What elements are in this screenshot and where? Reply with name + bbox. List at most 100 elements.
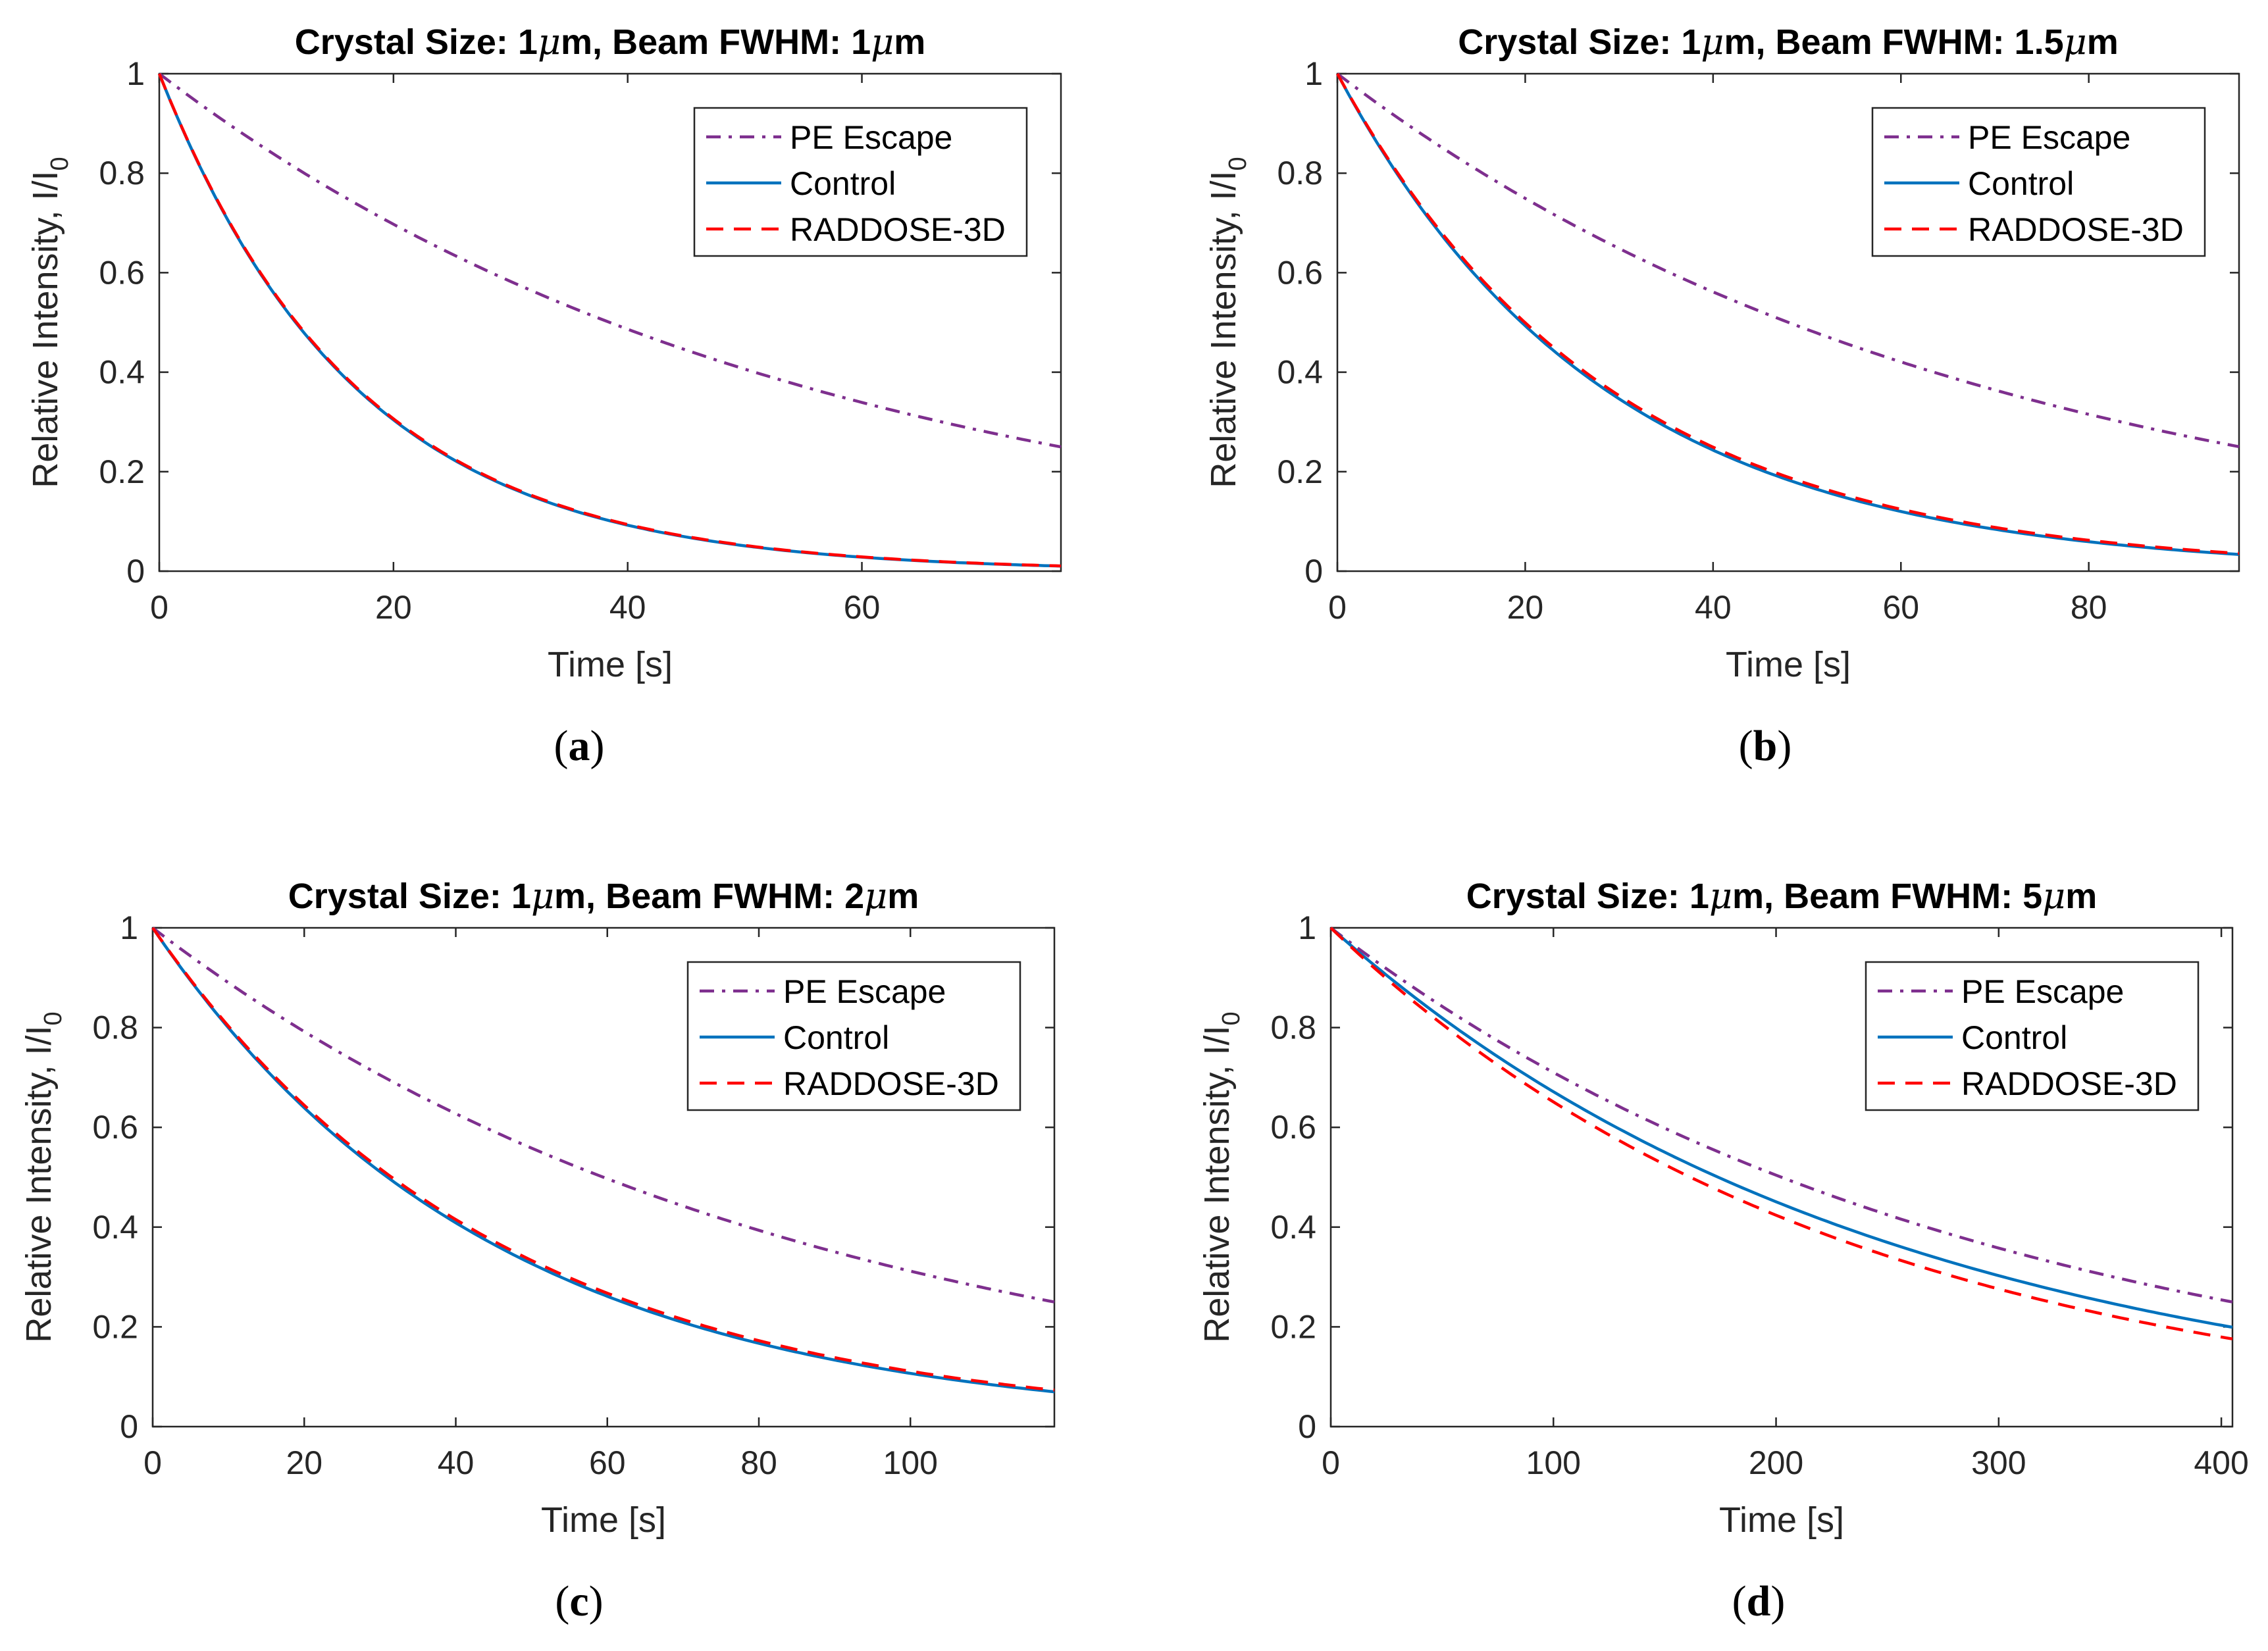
title-mu-2: μ [871, 21, 894, 63]
legend-label: Control [790, 165, 896, 202]
title-prefix: Crystal Size: 1 [288, 876, 531, 916]
y-axis-label: Relative Intensity, I/I0 [1197, 1011, 1245, 1342]
legend-label: Control [1968, 165, 2074, 202]
title-suffix: m [2065, 876, 2097, 916]
y-tick-label: 1 [126, 55, 145, 92]
y-tick-label: 0.6 [99, 254, 145, 291]
chart-title: Crystal Size: 1μm, Beam FWHM: 1.5μm [1458, 21, 2119, 63]
series-line-raddose-3d [1329, 927, 2233, 1340]
subfigure-caption: (d) [1732, 1577, 1786, 1625]
caption-open-paren: ( [554, 722, 569, 770]
caption-letter: c [569, 1577, 588, 1625]
caption-close-paren: ) [1770, 1577, 1785, 1625]
subfigure-caption: (b) [1739, 722, 1792, 770]
x-tick-label: 80 [740, 1444, 777, 1481]
legend: PE Escape Control RADDOSE-3D [1871, 107, 2206, 257]
title-mu-1: μ [538, 21, 561, 63]
title-mu-2: μ [2042, 875, 2065, 917]
chart-title: Crystal Size: 1μm, Beam FWHM: 5μm [1466, 875, 2097, 917]
x-tick-label: 60 [844, 589, 881, 626]
x-tick-label: 80 [2071, 589, 2107, 626]
y-axis-label-subscript: 0 [1224, 157, 1252, 170]
legend-label: PE Escape [1961, 973, 2124, 1010]
title-mu-1: μ [1701, 21, 1724, 63]
y-tick-label: 0 [126, 553, 145, 590]
series-line-control [1329, 927, 2233, 1329]
legend-label: RADDOSE-3D [1968, 211, 2184, 248]
y-axis-label-main: Relative Intensity, I/I [19, 1025, 59, 1342]
caption-close-paren: ) [1777, 722, 1791, 770]
legend-label: RADDOSE-3D [783, 1065, 999, 1102]
title-middle: m, Beam FWHM: 1.5 [1724, 22, 2064, 62]
x-tick-label: 0 [1322, 1444, 1340, 1481]
caption-open-paren: ( [1739, 722, 1753, 770]
series-line-pe-escape [151, 927, 1055, 1304]
title-suffix: m [2087, 22, 2119, 62]
y-axis-label: Relative Intensity, I/I0 [26, 157, 74, 488]
y-tick-label: 0.6 [1270, 1109, 1316, 1146]
y-tick-label: 0.2 [99, 453, 145, 490]
y-tick-label: 0.6 [92, 1109, 138, 1146]
y-tick-label: 0.4 [1270, 1209, 1316, 1246]
title-middle: m, Beam FWHM: 2 [554, 876, 864, 916]
legend: PE Escape Control RADDOSE-3D [686, 961, 1021, 1111]
title-suffix: m [894, 22, 925, 62]
y-axis-label-subscript: 0 [39, 1011, 67, 1025]
chart-panel-c: 0 20 40 60 80 100 0 0.2 0.4 0.6 0.8 1 Crystal Size: … [19, 875, 1056, 1625]
legend-label: PE Escape [1968, 119, 2130, 156]
y-tick-label: 0.8 [99, 155, 145, 191]
x-tick-label: 20 [286, 1444, 322, 1481]
x-axis-label: Time [s] [1726, 645, 1851, 684]
legend-label: RADDOSE-3D [790, 211, 1006, 248]
x-axis-label: Time [s] [541, 1500, 666, 1540]
chart-title: Crystal Size: 1μm, Beam FWHM: 1μm [295, 21, 925, 63]
caption-open-paren: ( [1732, 1577, 1747, 1625]
legend-label: RADDOSE-3D [1961, 1065, 2177, 1102]
legend-label: Control [1961, 1019, 2067, 1056]
series-line-control [151, 927, 1055, 1394]
x-tick-label: 60 [589, 1444, 626, 1481]
y-axis-label-subscript: 0 [1218, 1011, 1245, 1025]
x-axis-label: Time [s] [1719, 1500, 1844, 1540]
series-line-raddose-3d [157, 73, 1062, 568]
title-mu-1: μ [1709, 875, 1732, 917]
series-line-pe-escape [1336, 72, 2240, 449]
x-tick-label: 0 [143, 1444, 162, 1481]
y-axis-label-main: Relative Intensity, I/I [26, 170, 65, 488]
y-tick-label: 1 [1304, 55, 1323, 92]
y-axis-label-main: Relative Intensity, I/I [1197, 1025, 1237, 1342]
title-middle: m, Beam FWHM: 5 [1732, 876, 2042, 916]
y-axis-label: Relative Intensity, I/I0 [19, 1011, 67, 1342]
x-tick-label: 100 [883, 1444, 938, 1481]
caption-open-paren: ( [555, 1577, 569, 1625]
y-tick-label: 1 [1298, 909, 1316, 946]
x-tick-label: 0 [1328, 589, 1347, 626]
y-axis-label: Relative Intensity, I/I0 [1204, 157, 1252, 488]
y-tick-label: 0.8 [1277, 155, 1323, 191]
x-tick-label: 0 [150, 589, 168, 626]
chart-panel-d: 0 100 200 300 400 0 0.2 0.4 0.6 0.8 1 Crystal Size:… [1197, 875, 2249, 1625]
legend-label: PE Escape [790, 119, 952, 156]
y-tick-label: 0.8 [92, 1009, 138, 1046]
legend-label: PE Escape [783, 973, 946, 1010]
title-middle: m, Beam FWHM: 1 [561, 22, 871, 62]
series-line-raddose-3d [1336, 72, 2240, 555]
title-prefix: Crystal Size: 1 [1466, 876, 1709, 916]
x-tick-label: 400 [2194, 1444, 2248, 1481]
x-tick-label: 200 [1749, 1444, 1803, 1481]
subfigure-caption: (a) [554, 722, 605, 770]
y-tick-label: 0 [1298, 1408, 1316, 1445]
x-tick-label: 20 [1507, 589, 1544, 626]
legend-label: Control [783, 1019, 889, 1056]
title-prefix: Crystal Size: 1 [295, 22, 538, 62]
x-tick-label: 20 [375, 589, 412, 626]
chart-title: Crystal Size: 1μm, Beam FWHM: 2μm [288, 875, 919, 917]
title-mu-2: μ [2064, 21, 2087, 63]
legend: PE Escape Control RADDOSE-3D [693, 107, 1028, 257]
x-tick-label: 100 [1526, 1444, 1581, 1481]
series-line-pe-escape [1329, 927, 2233, 1304]
caption-close-paren: ) [589, 1577, 604, 1625]
y-tick-label: 0 [120, 1408, 138, 1445]
